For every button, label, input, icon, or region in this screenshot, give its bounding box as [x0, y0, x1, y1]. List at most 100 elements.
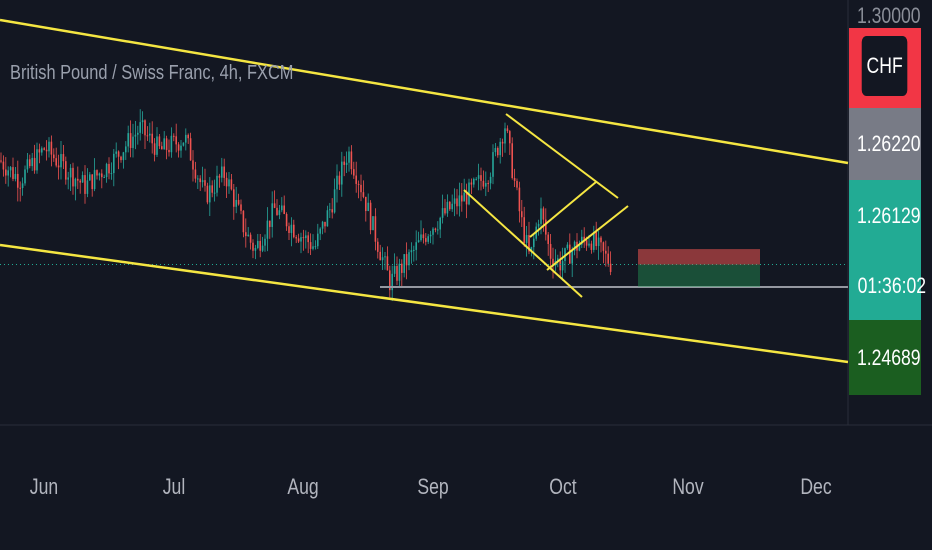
candle-body: [480, 175, 482, 181]
candle-body: [139, 122, 141, 133]
candle-body: [456, 198, 458, 207]
candle-body: [518, 187, 521, 212]
pennant-upper-line: [529, 181, 597, 238]
candle-body: [533, 238, 535, 248]
candle-body: [218, 175, 221, 178]
candle-body: [283, 205, 285, 214]
candle-body: [398, 263, 401, 281]
candle-body: [405, 254, 408, 266]
candle-body: [187, 134, 189, 139]
candle-body: [273, 203, 276, 208]
candle-body: [276, 207, 278, 215]
candle-body: [348, 151, 350, 163]
price-label-text: 1.26129: [856, 203, 921, 228]
candle-body: [609, 263, 612, 272]
candle-body: [300, 237, 302, 242]
candle-body: [45, 149, 48, 152]
candle-body: [84, 175, 86, 194]
candle-body: [417, 240, 420, 243]
candle-body: [384, 256, 386, 258]
candle-body: [477, 175, 480, 179]
candle-body: [355, 175, 357, 184]
candle-body: [602, 242, 605, 251]
candle-body: [540, 208, 542, 224]
candle-body: [343, 161, 345, 165]
candle-body: [302, 237, 305, 239]
candle-body: [521, 211, 523, 218]
candle-body: [530, 247, 533, 252]
candle-body: [345, 162, 348, 165]
candle-body: [528, 235, 530, 252]
candle-body: [422, 234, 425, 239]
candle-body: [372, 216, 374, 231]
candle-body: [5, 169, 7, 176]
candle-body: [67, 177, 69, 180]
candle-body: [350, 151, 353, 170]
candle-body: [62, 154, 65, 162]
candle-body: [105, 163, 108, 178]
candle-body: [108, 163, 110, 174]
candle-body: [278, 210, 281, 215]
candle-body: [156, 136, 158, 155]
candle-body: [369, 202, 372, 231]
candle-body: [254, 247, 257, 251]
candle-body: [60, 154, 62, 168]
candle-body: [319, 228, 321, 234]
candle-body: [89, 174, 91, 181]
candle-body: [362, 192, 365, 197]
candle-body: [408, 252, 410, 266]
candle-body: [492, 152, 494, 177]
candle-body: [170, 135, 173, 153]
candle-body: [72, 167, 74, 187]
candle-body: [33, 157, 36, 171]
candle-body: [29, 159, 31, 167]
candle-body: [341, 161, 343, 185]
candle-body: [101, 173, 103, 178]
candle-body: [465, 192, 468, 205]
candle-body: [192, 160, 194, 170]
candle-body: [221, 166, 223, 178]
candle-body: [525, 235, 528, 243]
candle-body: [69, 167, 72, 178]
candle-body: [389, 270, 391, 291]
candle-body: [43, 148, 45, 150]
candle-body: [242, 210, 245, 233]
candle-body: [153, 143, 156, 155]
candle-body: [317, 233, 319, 247]
candle-body: [391, 273, 393, 291]
candle-body: [432, 228, 434, 235]
candle-body: [177, 144, 180, 151]
candle-body: [581, 236, 583, 245]
candle-body: [374, 216, 377, 242]
candle-body: [600, 237, 602, 243]
candle-body: [434, 228, 437, 230]
candle-body: [281, 205, 283, 211]
candle-body: [511, 143, 513, 178]
candle-body: [144, 120, 146, 136]
candle-body: [120, 156, 122, 161]
candle-body: [132, 136, 134, 148]
candle-body: [19, 187, 21, 189]
candle-body: [81, 175, 84, 183]
currency-badge: CHF: [862, 36, 908, 96]
candle-body: [271, 203, 273, 227]
candle-body: [451, 203, 453, 210]
candle-body: [158, 136, 161, 147]
price-label-text: 1.30000: [856, 3, 921, 28]
candle-body: [485, 183, 487, 187]
candle-body: [285, 213, 288, 227]
x-tick-jun: Jun: [29, 474, 59, 499]
candle-body: [185, 134, 187, 143]
candle-body: [458, 195, 461, 207]
candle-body: [247, 234, 249, 237]
candle-body: [473, 178, 475, 185]
candle-body: [113, 153, 115, 174]
candle-body: [305, 235, 307, 239]
candle-body: [331, 209, 333, 213]
candle-body: [223, 166, 225, 178]
candle-body: [163, 138, 165, 150]
candle-body: [161, 146, 163, 150]
candle-body: [98, 173, 101, 176]
candle-body: [0, 160, 2, 162]
